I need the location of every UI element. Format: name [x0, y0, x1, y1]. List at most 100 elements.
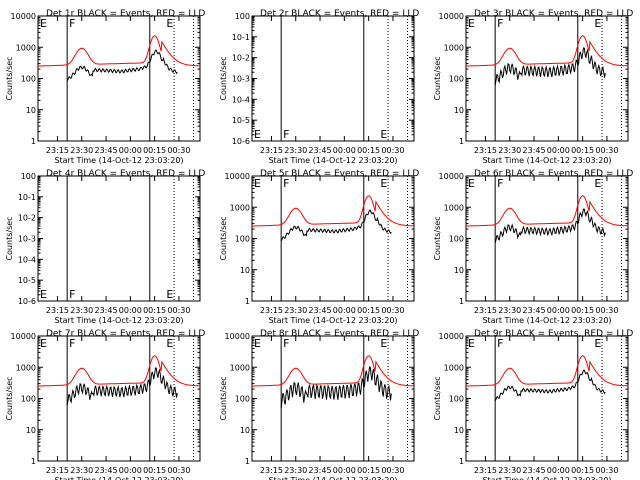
events-series-line — [66, 49, 178, 82]
y-tick-label: 10-5 — [18, 276, 36, 285]
plot-frame — [37, 15, 201, 142]
x-tick-label: 23:15 — [474, 146, 497, 155]
y-tick-label: 10-6 — [232, 137, 250, 146]
segment-marker: E — [594, 177, 601, 190]
x-tick-label: 00:15 — [571, 306, 594, 315]
x-tick-label: 23:45 — [309, 306, 332, 315]
segment-marker: E — [166, 288, 173, 301]
panel-title: Det 2r BLACK = Events, RED = LLD — [260, 9, 419, 19]
y-tick-label: 100 — [21, 75, 36, 84]
y-tick-label: 10-6 — [18, 297, 36, 306]
x-tick-label: 00:00 — [333, 306, 356, 315]
segment-marker: F — [69, 288, 75, 301]
x-tick-label: 23:15 — [46, 146, 69, 155]
y-tick-label: 10 — [454, 426, 464, 435]
y-tick-label: 1000 — [444, 363, 464, 372]
plot-frame — [37, 175, 201, 302]
x-tick-label: 23:15 — [46, 466, 69, 475]
y-axis-label: Counts/sec — [433, 376, 442, 420]
y-tick-label: 100 — [449, 75, 464, 84]
events-series-line — [494, 208, 606, 243]
y-tick-label: 10000 — [439, 172, 464, 181]
y-tick-label: 1 — [245, 457, 250, 466]
y-tick-label: 1000 — [444, 43, 464, 52]
events-series-line — [280, 366, 392, 408]
segment-marker: E — [380, 128, 387, 141]
plot-panel-det-9r: Det 9r BLACK = Events, RED = LLD 1 10 100 10… — [433, 329, 633, 480]
events-series-line — [66, 367, 178, 406]
y-tick-label: 1 — [459, 297, 464, 306]
x-tick-label: 00:15 — [143, 466, 166, 475]
x-tick-label: 23:30 — [70, 146, 93, 155]
y-tick-label: 1000 — [230, 363, 250, 372]
x-tick-label: 00:00 — [119, 466, 142, 475]
y-tick-label: 10-3 — [232, 75, 250, 84]
panel-title: Det 7r BLACK = Events, RED = LLD — [46, 329, 205, 339]
x-axis-label: Start Time (14-Oct-12 23:03:20) — [268, 316, 397, 325]
y-tick-label: 10000 — [439, 12, 464, 21]
events-series-line — [494, 369, 606, 402]
y-tick-label: 100 — [21, 172, 36, 181]
panel-title: Det 1r BLACK = Events, RED = LLD — [46, 9, 205, 19]
plot-frame — [465, 335, 629, 462]
x-tick-label: 23:45 — [523, 306, 546, 315]
y-tick-label: 100 — [449, 235, 464, 244]
x-tick-label: 23:15 — [474, 466, 497, 475]
y-axis-label: Counts/sec — [219, 376, 228, 420]
x-tick-label: 00:30 — [167, 466, 190, 475]
x-tick-label: 23:30 — [70, 306, 93, 315]
lld-series-line — [37, 35, 200, 67]
x-tick-label: 00:30 — [381, 146, 404, 155]
x-tick-label: 23:45 — [309, 146, 332, 155]
segment-marker: E — [380, 177, 387, 190]
panel-title: Det 4r BLACK = Events, RED = LLD — [46, 169, 205, 179]
x-tick-label: 23:15 — [260, 466, 283, 475]
x-tick-label: 00:30 — [595, 306, 618, 315]
lld-series-line — [465, 195, 628, 227]
x-tick-label: 23:30 — [498, 146, 521, 155]
plot-frame — [251, 335, 415, 462]
segment-marker: E — [254, 128, 261, 141]
y-axis-label: Counts/sec — [5, 56, 14, 100]
segment-marker: F — [283, 337, 289, 350]
y-axis-label: Counts/sec — [433, 56, 442, 100]
segment-marker: E — [594, 337, 601, 350]
plot-frame — [251, 15, 415, 142]
x-tick-label: 23:30 — [498, 466, 521, 475]
y-tick-label: 1 — [31, 457, 36, 466]
segment-marker: E — [40, 17, 47, 30]
plot-frame — [465, 175, 629, 302]
x-tick-label: 00:00 — [119, 146, 142, 155]
plot-frame — [251, 175, 415, 302]
x-tick-label: 00:30 — [381, 466, 404, 475]
x-axis-label: Start Time (14-Oct-12 23:03:20) — [54, 156, 183, 165]
y-tick-label: 10 — [240, 266, 250, 275]
x-tick-label: 23:15 — [260, 146, 283, 155]
x-tick-label: 23:45 — [95, 306, 118, 315]
segment-marker: F — [283, 128, 289, 141]
y-tick-label: 10-2 — [232, 54, 250, 63]
x-tick-label: 00:00 — [547, 306, 570, 315]
plot-frame — [37, 335, 201, 462]
x-tick-label: 00:00 — [119, 306, 142, 315]
panel-title: Det 3r BLACK = Events, RED = LLD — [474, 9, 633, 19]
x-tick-label: 23:30 — [284, 146, 307, 155]
segment-marker: E — [254, 337, 261, 350]
plot-panel-det-5r: Det 5r BLACK = Events, RED = LLD 1 10 100 10… — [219, 169, 419, 325]
panel-title: Det 6r BLACK = Events, RED = LLD — [474, 169, 633, 179]
y-tick-label: 10-3 — [18, 235, 36, 244]
segment-marker: F — [497, 17, 503, 30]
x-tick-label: 00:15 — [357, 306, 380, 315]
segment-marker: E — [468, 177, 475, 190]
y-tick-label: 100 — [235, 12, 250, 21]
x-tick-label: 00:30 — [595, 466, 618, 475]
segment-marker: F — [283, 177, 289, 190]
y-tick-label: 100 — [235, 235, 250, 244]
y-tick-label: 10000 — [225, 172, 250, 181]
x-tick-label: 23:45 — [95, 466, 118, 475]
y-axis-label: Counts/sec — [219, 56, 228, 100]
y-tick-label: 1 — [245, 297, 250, 306]
y-tick-label: 1 — [459, 457, 464, 466]
y-axis-label: Counts/sec — [433, 216, 442, 260]
x-tick-label: 00:15 — [571, 466, 594, 475]
